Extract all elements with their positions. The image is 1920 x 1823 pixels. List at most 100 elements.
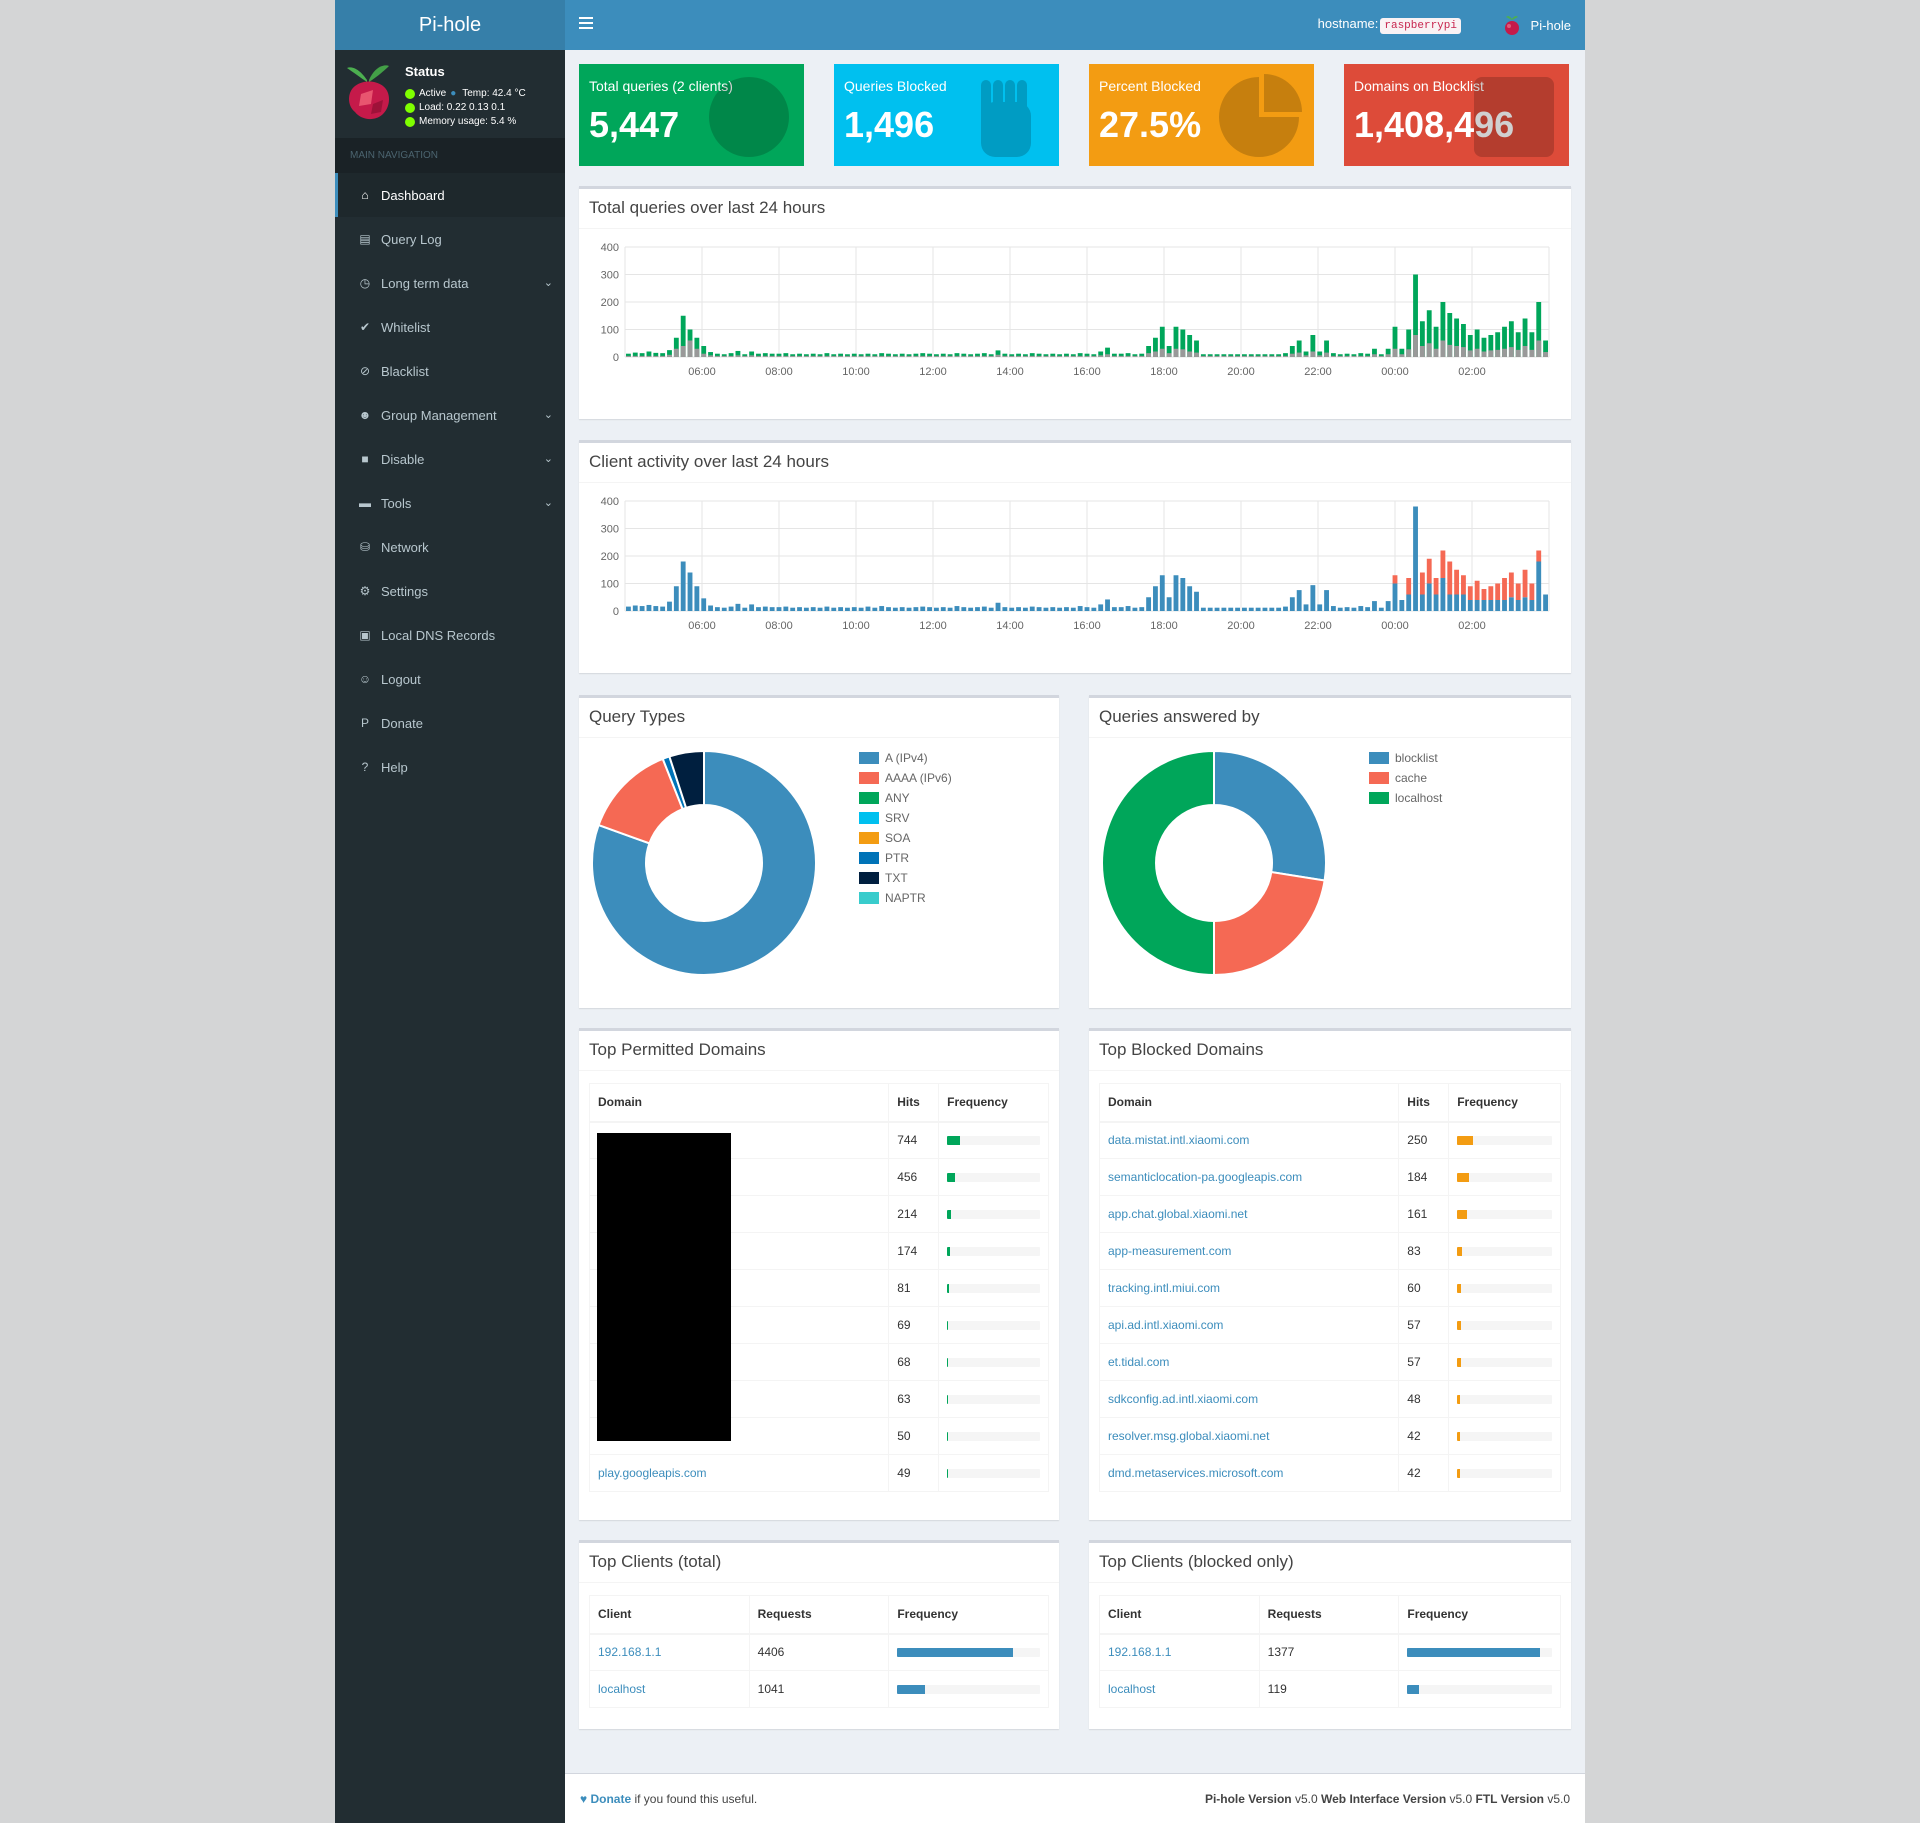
client-link[interactable]: 192.168.1.1	[1108, 1645, 1172, 1660]
bar	[1467, 600, 1473, 611]
domain-link[interactable]: app-measurement.com	[1108, 1244, 1232, 1258]
domain-cell: sdkconfig.ad.intl.xiaomi.com	[1098, 1380, 1400, 1418]
nav-item-query-log[interactable]: ▤ Query Log	[335, 217, 565, 261]
frequency-cell	[1448, 1454, 1561, 1492]
bar	[721, 607, 727, 611]
column-header[interactable]: Frequency	[938, 1083, 1049, 1123]
domain-link[interactable]: sdkconfig.ad.intl.xiaomi.com	[1108, 1392, 1259, 1406]
column-header[interactable]: Client	[589, 1595, 750, 1635]
pie-slice[interactable]	[1101, 749, 1215, 977]
nav-item-group-management[interactable]: ☻ Group Management ⌄	[335, 393, 565, 437]
domain-link[interactable]: api.ad.intl.xiaomi.com	[1108, 1318, 1224, 1332]
bar-blocked	[1522, 346, 1528, 357]
legend-item[interactable]: PTR	[859, 848, 952, 868]
column-header[interactable]: Domain	[588, 1083, 890, 1123]
bar-blocked	[1228, 355, 1234, 357]
bar	[626, 606, 631, 611]
brand-logo[interactable]: Pi-hole	[335, 0, 565, 50]
bar	[1283, 353, 1288, 357]
nav-item-whitelist[interactable]: ✔ Whitelist	[335, 305, 565, 349]
frequency-cell	[938, 1380, 1049, 1418]
legend-item[interactable]: SOA	[859, 828, 952, 848]
legend-item[interactable]: cache	[1369, 768, 1442, 788]
pie-slice[interactable]	[668, 749, 705, 810]
nav-item-disable[interactable]: ■ Disable ⌄	[335, 437, 565, 481]
frequency-bar	[947, 1468, 1040, 1478]
bar	[1515, 600, 1521, 611]
nav-item-tools[interactable]: ▬ Tools ⌄	[335, 481, 565, 525]
domain-link[interactable]: tracking.intl.miui.com	[1108, 1281, 1221, 1295]
ftl-version: v5.0	[1543, 1792, 1570, 1806]
client-activity-title: Client activity over last 24 hours	[579, 443, 1571, 483]
legend-swatch	[1369, 792, 1389, 804]
column-header[interactable]: Client	[1099, 1595, 1260, 1635]
client-link[interactable]: 192.168.1.1	[598, 1645, 662, 1660]
column-header[interactable]: Requests	[1258, 1595, 1400, 1635]
bar	[1036, 353, 1042, 357]
frequency-bar	[947, 1135, 1040, 1145]
domain-link[interactable]: data.mistat.intl.xiaomi.com	[1108, 1133, 1250, 1148]
column-header[interactable]: Hits	[1398, 1083, 1450, 1123]
nav-item-dashboard[interactable]: ⌂ Dashboard	[335, 173, 565, 217]
legend-item[interactable]: localhost	[1369, 788, 1442, 808]
column-header[interactable]: Requests	[748, 1595, 890, 1635]
column-header[interactable]: Domain	[1098, 1083, 1400, 1123]
column-header[interactable]: Frequency	[1448, 1083, 1561, 1123]
user-menu[interactable]: Pi-hole	[1503, 8, 1571, 42]
pie-slice[interactable]	[1213, 749, 1327, 882]
pie-slice[interactable]	[1213, 870, 1326, 977]
bar	[639, 606, 645, 611]
user-name[interactable]: Pi-hole	[1530, 17, 1571, 33]
footer-donate-link[interactable]: Donate	[590, 1792, 632, 1806]
queries-over-time-chart[interactable]: 0 100 200 300 400 06:00 08:00 10:00 12:00 14:00 16…	[579, 229, 1571, 419]
frequency-cell	[938, 1343, 1049, 1381]
legend-item[interactable]: TXT	[859, 868, 952, 888]
nav-item-donate[interactable]: P Donate	[335, 701, 565, 745]
domain-link[interactable]: dmd.metaservices.microsoft.com	[1108, 1466, 1284, 1480]
legend-item[interactable]: ANY	[859, 788, 952, 808]
legend-item[interactable]: blocklist	[1369, 748, 1442, 768]
bar-blocked	[1111, 355, 1117, 357]
bar	[667, 350, 672, 357]
client-activity-chart[interactable]: 0 100 200 300 400 06:00 08:00 10:00 12:00 14:00 16…	[579, 483, 1571, 673]
domain-link[interactable]: semanticlocation-pa.googleapis.com	[1108, 1170, 1303, 1184]
query-types-legend: A (IPv4) AAAA (IPv6) ANY SRV SOA PTR TXT NAPTR	[859, 748, 952, 908]
domain-link[interactable]: et.tidal.com	[1108, 1355, 1170, 1369]
client-link[interactable]: localhost	[1108, 1682, 1156, 1696]
domain-link[interactable]: play.googleapis.com	[598, 1466, 707, 1480]
hostname-label: hostname:	[1317, 16, 1379, 31]
bar-blocked	[845, 355, 850, 357]
domain-link[interactable]: app.chat.global.xiaomi.net	[1108, 1207, 1248, 1221]
top-permitted-title: Top Permitted Domains	[579, 1031, 1059, 1071]
legend-item[interactable]: AAAA (IPv6)	[859, 768, 952, 788]
bar	[1139, 607, 1145, 611]
bar	[1419, 321, 1425, 357]
column-header[interactable]: Frequency	[1398, 1595, 1561, 1635]
nav-item-blacklist[interactable]: ⊘ Blacklist	[335, 349, 565, 393]
legend-item[interactable]: A (IPv4)	[859, 748, 952, 768]
bar	[906, 607, 912, 611]
bar	[1508, 597, 1514, 611]
legend-item[interactable]: SRV	[859, 808, 952, 828]
client-link[interactable]: localhost	[598, 1682, 646, 1696]
x-tick-label: 00:00	[1381, 620, 1409, 632]
nav-item-long-term-data[interactable]: ◷ Long term data ⌄	[335, 261, 565, 305]
answered-by-donut[interactable]	[1099, 748, 1329, 978]
domain-link[interactable]: resolver.msg.global.xiaomi.net	[1108, 1429, 1270, 1443]
bar-blocked	[1091, 355, 1097, 357]
legend-item[interactable]: NAPTR	[859, 888, 952, 908]
column-header[interactable]: Hits	[888, 1083, 940, 1123]
bar	[1029, 606, 1035, 611]
column-header[interactable]: Frequency	[888, 1595, 1049, 1635]
nav-item-local-dns-records[interactable]: ▣ Local DNS Records	[335, 613, 565, 657]
bar	[1187, 335, 1193, 357]
nav-item-settings[interactable]: ⚙ Settings	[335, 569, 565, 613]
x-tick-label: 22:00	[1304, 366, 1332, 378]
pie-slice[interactable]	[591, 749, 817, 976]
nav-item-help[interactable]: ? Help	[335, 745, 565, 789]
query-types-donut[interactable]	[589, 748, 819, 978]
nav-item-logout[interactable]: ☺ Logout	[335, 657, 565, 701]
frequency-bar	[947, 1394, 1040, 1404]
nav-item-network[interactable]: ⛁ Network	[335, 525, 565, 569]
sidebar-toggle-icon[interactable]	[579, 14, 599, 34]
